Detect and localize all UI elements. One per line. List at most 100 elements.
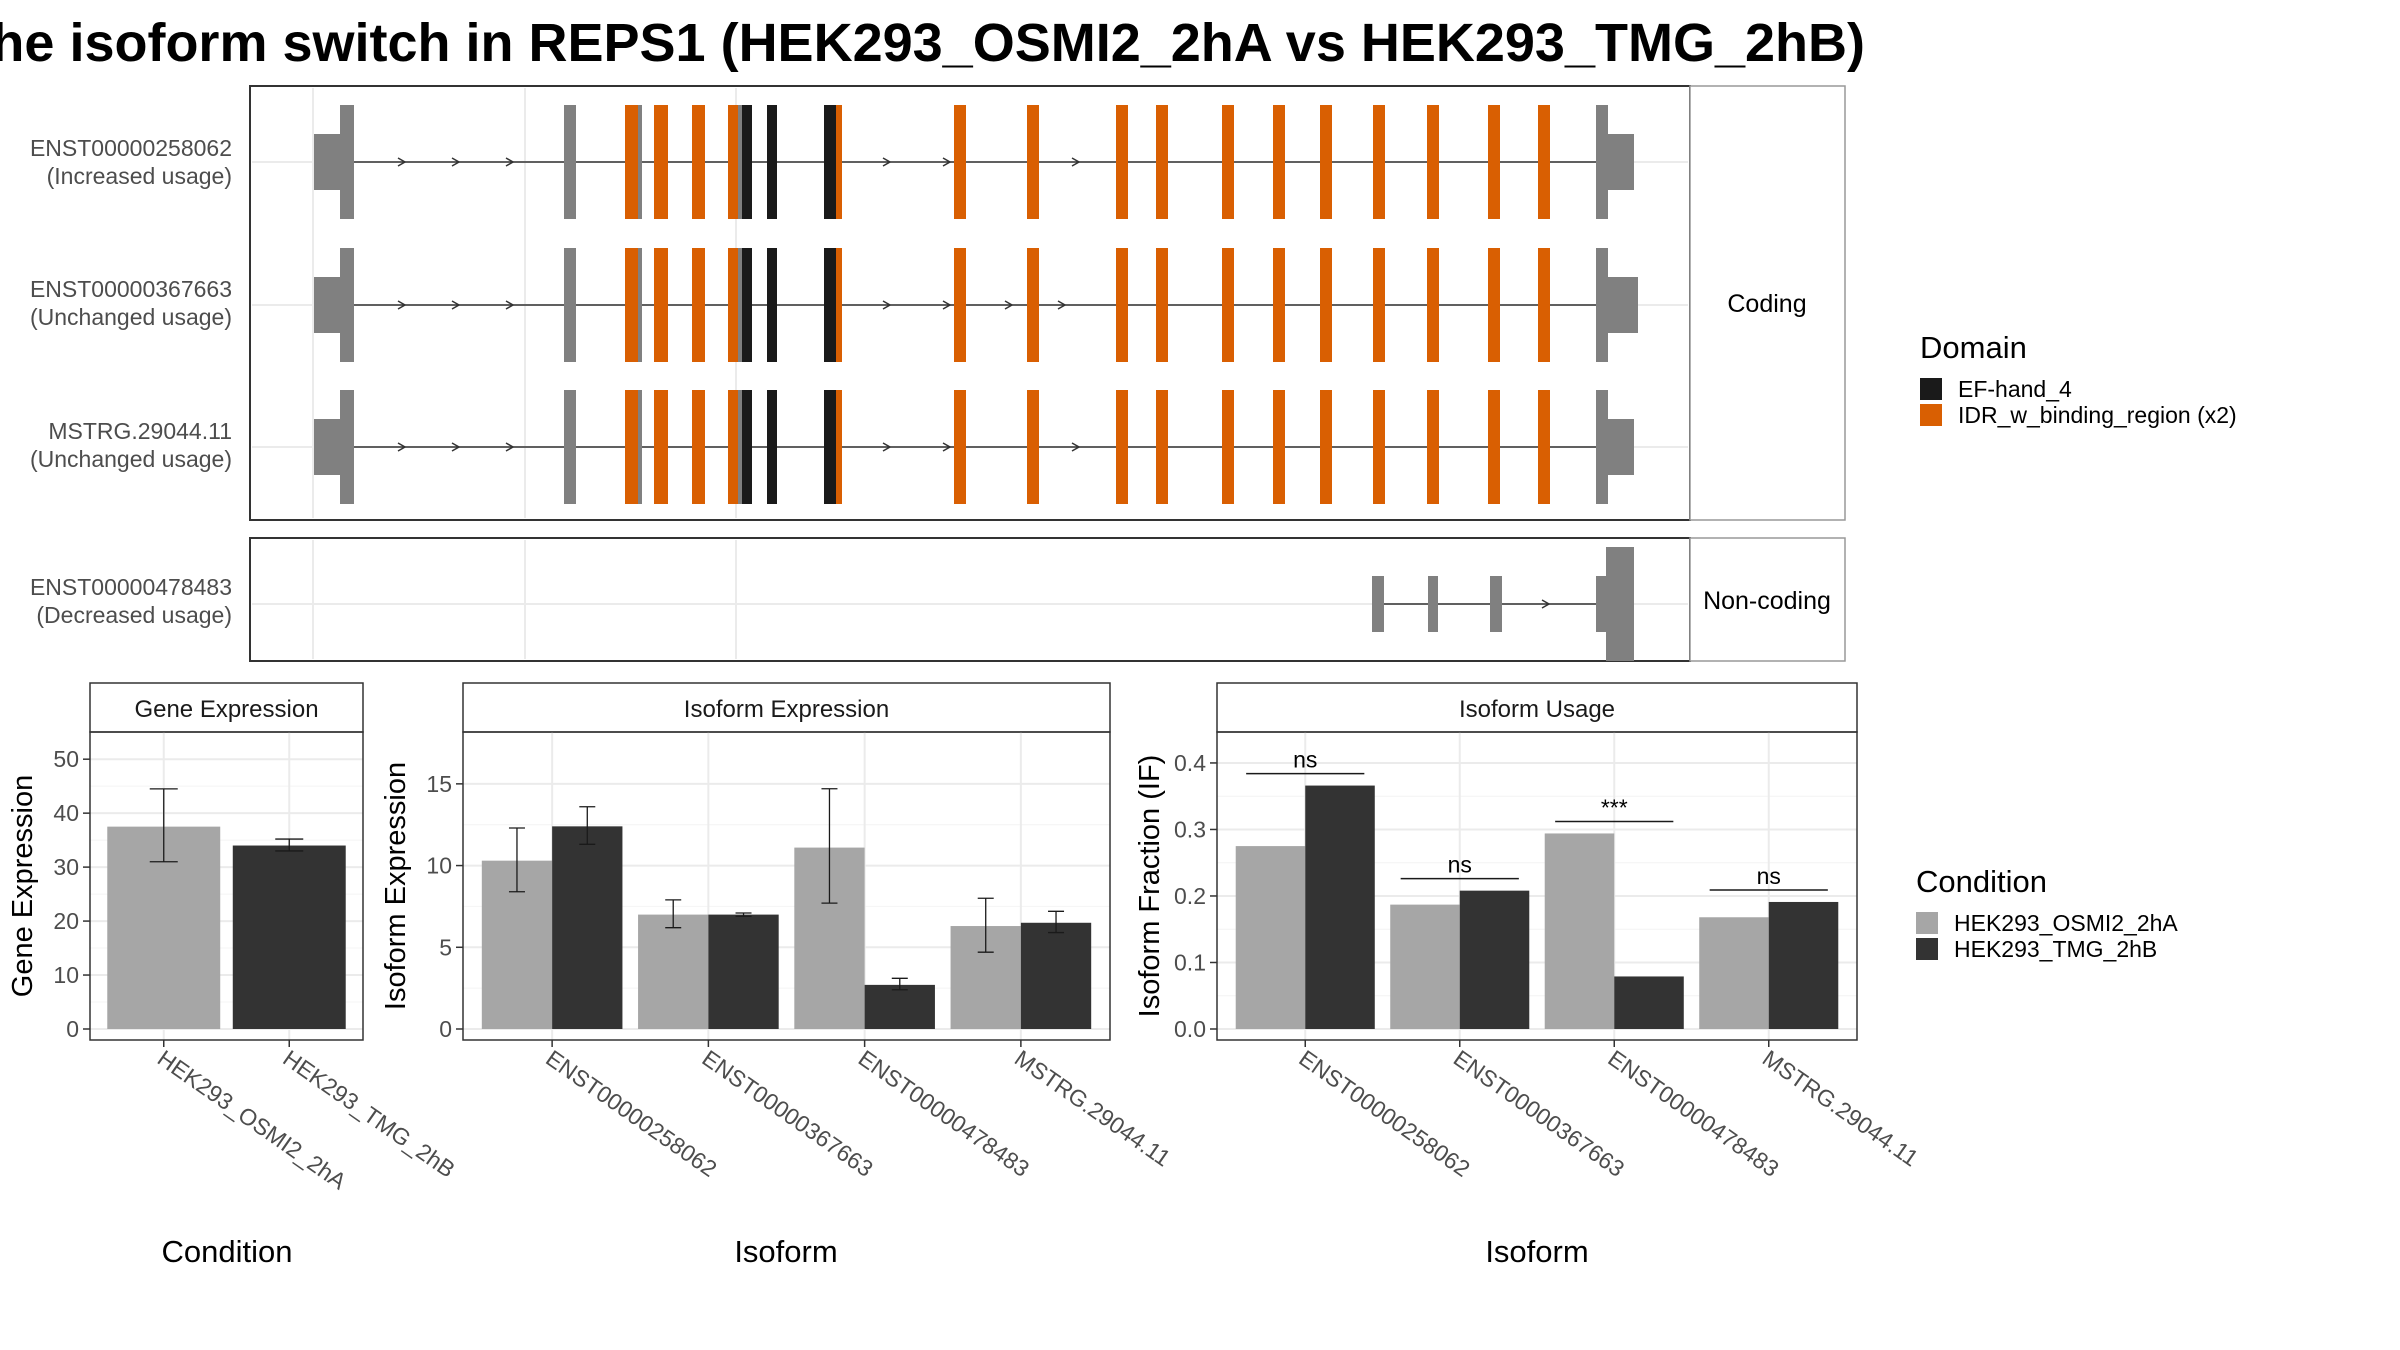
idr-domain xyxy=(1027,390,1039,504)
strand-arrow xyxy=(1541,599,1551,609)
idr-domain xyxy=(1488,390,1500,504)
ef-hand-domain xyxy=(824,248,836,362)
ef-hand-domain xyxy=(824,105,836,219)
utr5-block xyxy=(314,134,340,190)
idr-domain xyxy=(692,390,705,504)
iso-usage-ytick-label: 0.2 xyxy=(1174,883,1206,909)
ef-hand-domain xyxy=(767,390,777,504)
iso-expr-chart: Isoform Expression051015ENST00000258062E… xyxy=(380,682,1175,1269)
exon-block xyxy=(738,248,742,362)
ef-hand-domain xyxy=(824,390,836,504)
iso-usage-xtick-label: ENST00000367663 xyxy=(1449,1045,1629,1182)
idr-domain xyxy=(954,390,966,504)
idr-domain xyxy=(625,105,638,219)
exon-block xyxy=(1372,576,1384,632)
iso-expr-bar xyxy=(1020,922,1092,1029)
exon-block xyxy=(1596,105,1608,219)
idr-domain xyxy=(1427,248,1439,362)
strand-arrow xyxy=(397,300,407,310)
idr-domain xyxy=(654,105,668,219)
idr-domain xyxy=(692,105,705,219)
exon-block xyxy=(638,248,642,362)
iso-expr-bar xyxy=(638,914,709,1029)
iso-expr-xtick-label: MSTRG.29044.11 xyxy=(1010,1045,1175,1172)
iso-usage-bar xyxy=(1614,976,1684,1029)
domain-legend-swatch-idr xyxy=(1920,404,1942,426)
strand-arrow xyxy=(505,300,515,310)
exon-block xyxy=(1596,576,1608,632)
coding-strip xyxy=(1689,85,1846,521)
ef-hand-domain xyxy=(767,248,777,362)
exon-block xyxy=(340,105,354,219)
exon-block xyxy=(1428,576,1438,632)
coding-panel xyxy=(249,85,1691,521)
utr5-block xyxy=(314,419,340,475)
idr-domain xyxy=(1027,248,1039,362)
iso-expr-strip xyxy=(462,682,1111,733)
transcript-1-id: ENST00000258062 xyxy=(30,135,232,161)
iso-expr-ytick-label: 15 xyxy=(426,771,452,797)
iso-usage-bar xyxy=(1459,890,1530,1029)
ef-hand-domain xyxy=(767,105,777,219)
strand-arrow xyxy=(1071,442,1081,452)
gene-expr-ytick-label: 40 xyxy=(53,800,79,826)
idr-domain xyxy=(1373,105,1385,219)
iso-expr-ytick-label: 10 xyxy=(426,853,452,879)
iso-usage-significance-label: ns xyxy=(1293,747,1317,773)
ef-hand-domain xyxy=(742,390,752,504)
exon-block xyxy=(1606,547,1634,661)
strand-arrow xyxy=(397,157,407,167)
idr-domain xyxy=(1320,105,1332,219)
transcript-4-usage: (Decreased usage) xyxy=(36,602,232,628)
bar-charts: Gene Expression01020304050HEK293_OSMI2_2… xyxy=(7,682,1923,1269)
iso-expr-bar xyxy=(708,914,779,1029)
gene-expr-ytick-label: 30 xyxy=(53,854,79,880)
exon-block xyxy=(564,390,576,504)
noncoding-panel xyxy=(249,537,1691,662)
exon-block xyxy=(564,248,576,362)
idr-domain xyxy=(1273,390,1285,504)
gene-expr-xlabel: Condition xyxy=(162,1234,293,1269)
strand-arrow xyxy=(1071,157,1081,167)
exon-block xyxy=(564,105,576,219)
idr-domain xyxy=(1222,248,1234,362)
idr-domain xyxy=(954,248,966,362)
idr-domain xyxy=(1156,248,1168,362)
strand-arrow xyxy=(505,157,515,167)
gene-expr-ytick-label: 0 xyxy=(66,1016,79,1042)
iso-usage-ytick-label: 0.0 xyxy=(1174,1016,1206,1042)
idr-domain xyxy=(836,105,842,219)
exon-block xyxy=(738,105,742,219)
idr-domain xyxy=(1156,390,1168,504)
transcript-1-usage: (Increased usage) xyxy=(47,163,232,189)
iso-expr-ylabel: Isoform Expression xyxy=(380,762,412,1010)
iso-usage-significance-label: *** xyxy=(1601,794,1628,820)
gene-expr-ylabel: Gene Expression xyxy=(7,775,39,997)
exon-block xyxy=(1596,390,1608,504)
coding-strip-label: Coding xyxy=(1727,290,1806,318)
idr-domain xyxy=(625,248,638,362)
idr-domain xyxy=(1488,105,1500,219)
domain-legend-label-ef-hand: EF-hand_4 xyxy=(1958,376,2072,402)
utr3-block xyxy=(1606,419,1634,475)
iso-usage-bar xyxy=(1768,901,1839,1029)
condition-legend-swatch-tmg xyxy=(1916,938,1938,960)
utr3-block xyxy=(1606,134,1634,190)
iso-usage-chart: Isoform Usage ns ns *** ns 0.0 0.1 0.2 0.3 0.4 ENS… xyxy=(1134,682,1923,1269)
noncoding-strip-label: Non-coding xyxy=(1703,587,1831,615)
iso-usage-strip xyxy=(1216,682,1858,733)
iso-usage-bar xyxy=(1390,904,1460,1029)
figure-title: The isoform switch in REPS1 (HEK293_OSMI… xyxy=(0,13,1865,73)
domain-legend-label-idr: IDR_w_binding_region (x2) xyxy=(1958,402,2237,428)
iso-expr-ytick-label: 0 xyxy=(439,1016,452,1042)
strand-arrow xyxy=(505,442,515,452)
idr-domain xyxy=(1538,390,1550,504)
domain-legend-title: Domain xyxy=(1920,330,2027,365)
domain-legend-swatch-ef-hand xyxy=(1920,378,1942,400)
strand-arrow xyxy=(942,442,952,452)
gene-expr-bar xyxy=(232,845,346,1029)
iso-usage-xtick-label: ENST00000258062 xyxy=(1294,1045,1474,1182)
iso-usage-xtick-label: ENST00000478483 xyxy=(1603,1045,1783,1182)
gene-expr-strip-title: Gene Expression xyxy=(134,696,318,723)
iso-usage-ylabel: Isoform Fraction (IF) xyxy=(1134,755,1166,1018)
